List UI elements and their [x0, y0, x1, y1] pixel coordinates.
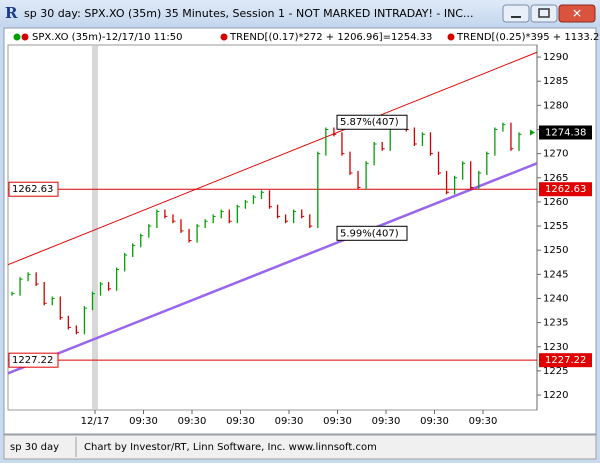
- legend-text: TREND[(0.25)*395 + 1133.2: [456, 32, 599, 43]
- x-tick-label: 09:30: [469, 416, 498, 427]
- y-tick-label: 1230: [543, 342, 568, 353]
- level-label: 1262.63: [12, 184, 53, 195]
- legend-text: SPX.XO (35m)-12/17/10 11:50: [32, 32, 182, 43]
- y-tick-label: 1220: [543, 390, 568, 401]
- x-tick-label: 09:30: [178, 416, 207, 427]
- plot-area: [7, 44, 538, 411]
- maximize-icon: [538, 8, 550, 18]
- last-price-label: 1274.38: [545, 127, 586, 138]
- status-bar: [3, 434, 597, 460]
- session-band: [92, 46, 98, 409]
- x-tick-label: 09:30: [129, 416, 158, 427]
- legend-dot: [220, 33, 228, 41]
- y-tick-label: 1285: [543, 76, 568, 87]
- annotation: 5.87%(407): [340, 117, 399, 128]
- x-tick-label: 09:30: [323, 416, 352, 427]
- status-text: Chart by Investor/RT, Linn Software, Inc…: [84, 442, 377, 453]
- trend-line: [7, 51, 538, 266]
- app-icon: R: [5, 4, 18, 22]
- legend-text: TREND[(0.17)*272 + 1206.96]=1254.33: [229, 32, 432, 43]
- level-label-box: [8, 352, 59, 368]
- level-axis-box: [539, 182, 592, 197]
- y-tick-label: 1290: [543, 52, 568, 63]
- trend-line: [7, 162, 538, 375]
- level-axis-label: 1227.22: [545, 355, 586, 366]
- y-tick-label: 1235: [543, 318, 568, 329]
- y-tick-label: 1260: [543, 197, 568, 208]
- y-tick-label: 1250: [543, 245, 568, 256]
- legend-dot: [13, 33, 21, 41]
- y-tick-label: 1225: [543, 366, 568, 377]
- x-tick-label: 09:30: [372, 416, 401, 427]
- x-tick-label: 12/17: [81, 416, 110, 427]
- plot: 1220 1225 1230 1235 1240 1245 1250 1255 1260 1265…: [7, 51, 592, 427]
- y-tick-label: 1255: [543, 221, 568, 232]
- y-tick-label: 1265: [543, 173, 568, 184]
- title-bar: [0, 0, 600, 27]
- y-tick-label: 1280: [543, 100, 568, 111]
- level-axis-label: 1262.63: [545, 184, 586, 195]
- close-button[interactable]: [558, 4, 596, 23]
- maximize-button[interactable]: [530, 4, 558, 23]
- level-label: 1227.22: [12, 355, 53, 366]
- window-title: sp 30 day: SPX.XO (35m) 35 Minutes, Sess…: [24, 7, 473, 20]
- legend-dot: [447, 33, 455, 41]
- minimize-button[interactable]: [502, 4, 530, 23]
- x-tick-label: 09:30: [226, 416, 255, 427]
- y-tick-label: 1245: [543, 269, 568, 280]
- y-tick-label: 1270: [543, 149, 568, 160]
- annotation-box: [336, 225, 408, 241]
- y-tick-label: 1240: [543, 293, 568, 304]
- last-price-box: [539, 125, 592, 140]
- legend-strip: [5, 29, 595, 44]
- x-tick-label: 09:30: [420, 416, 449, 427]
- close-icon: ✕: [572, 7, 582, 21]
- x-tick-label: 09:30: [275, 416, 304, 427]
- legend-dot: [21, 33, 29, 41]
- last-price-marker: [530, 129, 535, 136]
- annotation-box: [336, 114, 408, 130]
- annotation: 5.99%(407): [340, 228, 399, 239]
- level-axis-box: [539, 353, 592, 368]
- level-label-box: [8, 181, 59, 197]
- status-left: sp 30 day: [10, 442, 59, 453]
